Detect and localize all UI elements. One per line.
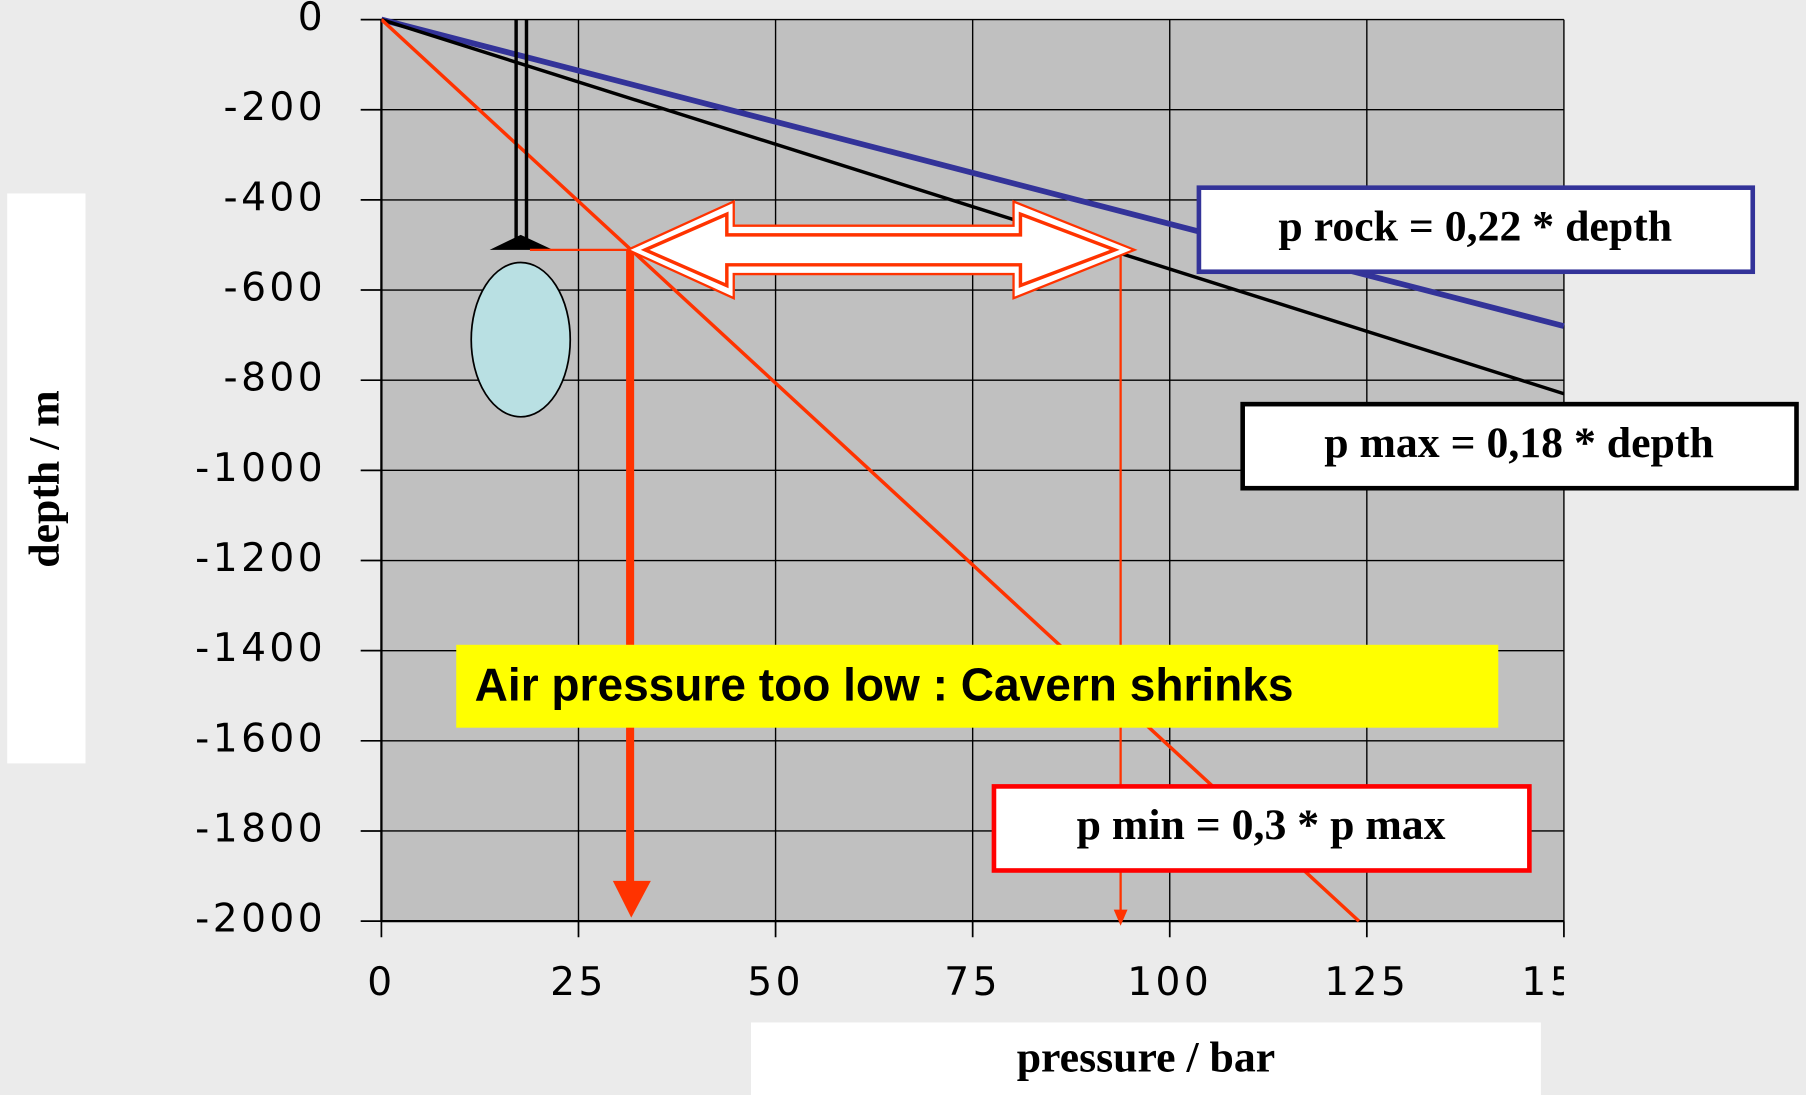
y-tick-label: -600 (224, 266, 327, 311)
annotation: Air pressure too low : Cavern shrinks (475, 659, 1294, 711)
x-axis-label: pressure / bar (1017, 1034, 1275, 1082)
y-tick-label: -1000 (195, 446, 326, 491)
x-tick-label: 50 (747, 960, 804, 1005)
annotation: p rock = 0,22 * depth (1278, 202, 1672, 250)
y-tick-label: -2000 (195, 897, 326, 942)
annotation: p max = 0,18 * depth (1324, 419, 1714, 467)
x-tick-label: 0 (367, 960, 395, 1005)
y-tick-label: -800 (224, 356, 327, 401)
y-tick-label: -400 (224, 175, 327, 220)
x-tick-label: 25 (550, 960, 607, 1005)
x-tick-label: 100 (1127, 960, 1212, 1005)
y-tick-label: -1600 (195, 716, 326, 761)
y-axis-label: depth / m (21, 390, 69, 567)
y-tick-label: -1400 (195, 626, 326, 671)
x-tick-label: 150 (1521, 960, 1606, 1005)
x-tick-label: 125 (1324, 960, 1409, 1005)
y-tick-label: -1800 (195, 806, 326, 851)
chart: depth / m pressure / bar p rock = 0,22 *… (0, 0, 1806, 1095)
y-tick-label: -200 (224, 85, 327, 130)
annotation: p min = 0,3 * p max (1077, 801, 1446, 849)
y-tick-label: -1200 (195, 536, 326, 581)
x-tick-label: 75 (944, 960, 1001, 1005)
y-tick-label: 0 (298, 0, 326, 40)
